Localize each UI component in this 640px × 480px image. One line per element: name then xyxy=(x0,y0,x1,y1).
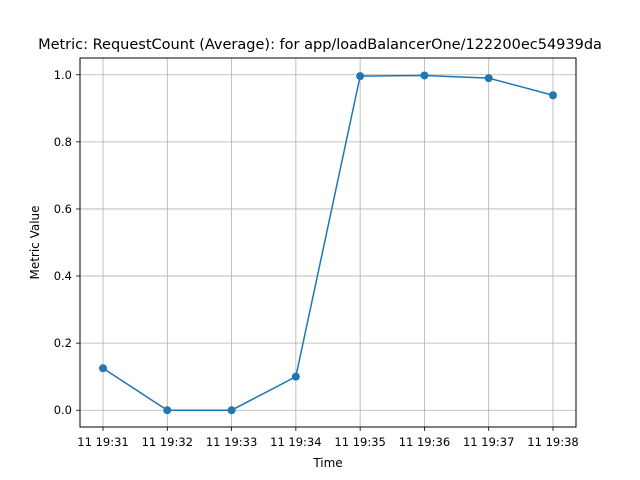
x-tick-label: 11 19:36 xyxy=(399,435,450,449)
series-layer xyxy=(99,71,557,415)
y-tick-label: 0.8 xyxy=(54,135,72,149)
y-tick-label: 0.6 xyxy=(54,202,72,216)
y-tick-label: 0.2 xyxy=(54,336,72,350)
data-point xyxy=(163,406,172,415)
y-tick-label: 0.4 xyxy=(54,269,72,283)
data-point xyxy=(99,364,107,373)
grid xyxy=(80,58,576,427)
y-tick-label: 1.0 xyxy=(54,68,72,82)
x-tick-label: 11 19:32 xyxy=(142,435,193,449)
chart-title: Metric: RequestCount (Average): for app/… xyxy=(38,37,602,53)
x-tick-label: 11 19:34 xyxy=(270,435,321,449)
x-axis-ticks: 11 19:31 11 19:32 11 19:33 11 19:34 11 19:35… xyxy=(77,427,579,449)
x-tick-label: 11 19:38 xyxy=(527,435,578,449)
data-point xyxy=(356,72,365,81)
y-axis-ticks: 0.0 0.2 0.4 0.6 0.8 1.0 xyxy=(54,68,80,417)
data-point xyxy=(227,406,236,415)
plot-frame xyxy=(79,57,577,428)
x-tick-label: 11 19:33 xyxy=(206,435,257,449)
x-axis-label: Time xyxy=(312,456,342,470)
x-tick-label: 11 19:37 xyxy=(463,435,514,449)
y-tick-label: 0.0 xyxy=(54,403,72,417)
data-point xyxy=(420,71,429,80)
data-point xyxy=(549,91,557,100)
data-point xyxy=(484,74,493,83)
x-tick-label: 11 19:31 xyxy=(77,435,128,449)
series-line xyxy=(102,74,554,411)
data-point xyxy=(291,372,300,381)
x-tick-label: 11 19:35 xyxy=(334,435,385,449)
y-axis-label: Metric Value xyxy=(28,205,42,279)
